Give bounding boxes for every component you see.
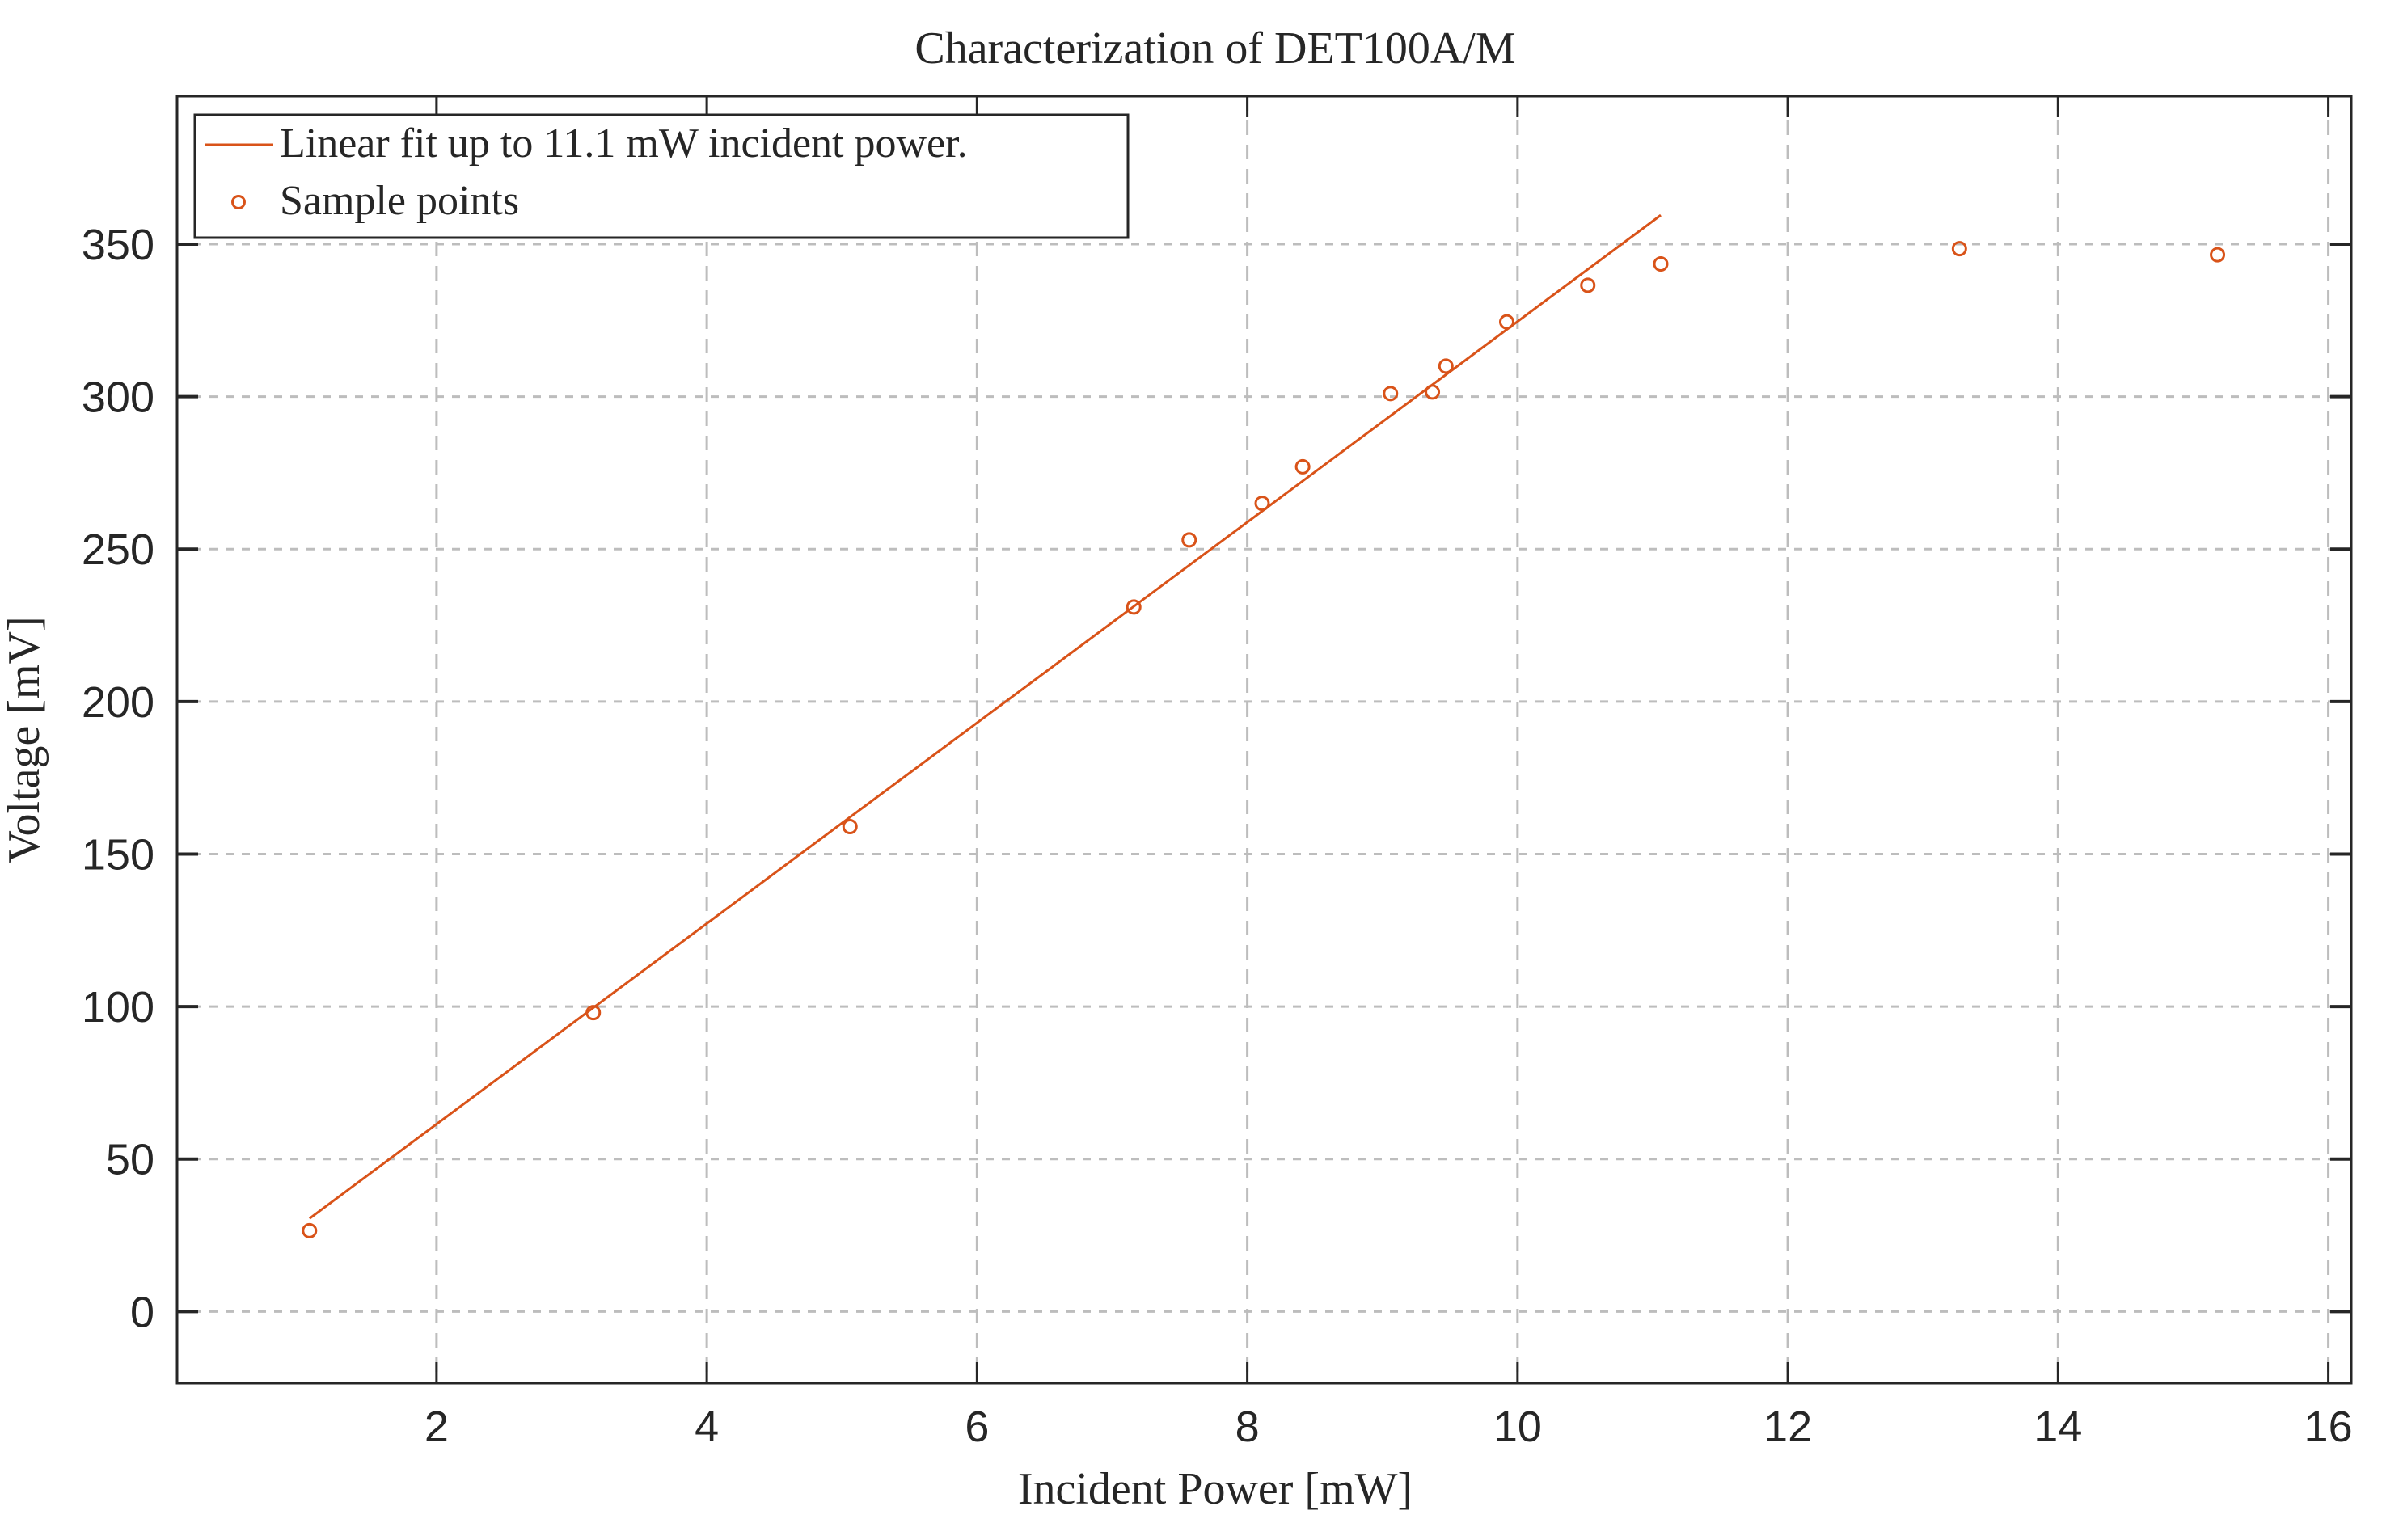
y-tick-label: 100 xyxy=(82,983,154,1032)
sample-point xyxy=(1181,532,1197,548)
x-tick-label: 6 xyxy=(965,1403,989,1451)
x-tick-label: 10 xyxy=(1493,1403,1542,1451)
y-tick-label: 300 xyxy=(82,373,154,422)
x-tick-label: 8 xyxy=(1235,1403,1260,1451)
sample-point xyxy=(1254,496,1270,512)
y-tick-label: 200 xyxy=(82,678,154,727)
legend-label-samples: Sample points xyxy=(280,178,519,224)
y-axis-label: Voltage [mV] xyxy=(0,616,49,863)
sample-point xyxy=(1580,277,1596,293)
y-tick-label: 350 xyxy=(82,221,154,269)
legend: Linear fit up to 11.1 mW incident power.… xyxy=(193,113,1130,239)
y-tick-label: 150 xyxy=(82,830,154,879)
sample-point xyxy=(1383,386,1399,402)
x-tick-label: 4 xyxy=(695,1403,719,1451)
x-tick-label: 16 xyxy=(2304,1403,2353,1451)
x-tick-label: 12 xyxy=(1763,1403,1812,1451)
marks xyxy=(302,213,2226,1238)
sample-point xyxy=(1951,241,1967,257)
y-tick-label: 250 xyxy=(82,525,154,574)
sample-point xyxy=(1653,255,1669,272)
x-tick-label: 2 xyxy=(424,1403,449,1451)
y-tick-label: 0 xyxy=(130,1288,154,1336)
plot-frame xyxy=(175,95,2353,1385)
x-axis-label: Incident Power [mW] xyxy=(1018,1464,1413,1514)
ticks: 2 4 6 8 10 12 14 16 0 50 100 150 200 250 300 350 xyxy=(82,96,2353,1451)
fit-line xyxy=(308,213,1662,1220)
chart-title: Characterization of DET100A/M xyxy=(914,23,1515,74)
x-tick-label: 14 xyxy=(2034,1403,2082,1451)
legend-box xyxy=(193,113,1130,239)
sample-point xyxy=(1294,458,1311,475)
sample-point xyxy=(302,1222,318,1238)
sample-point xyxy=(1498,314,1514,330)
legend-label-fit: Linear fit up to 11.1 mW incident power. xyxy=(280,120,968,167)
sample-point xyxy=(585,1005,602,1021)
legend-marker-swatch xyxy=(231,195,246,209)
sample-point xyxy=(842,819,858,835)
sample-point xyxy=(1126,599,1142,615)
sample-point xyxy=(1425,384,1441,400)
sample-point xyxy=(2210,247,2226,263)
y-tick-label: 50 xyxy=(106,1136,154,1184)
sample-point xyxy=(1438,358,1454,374)
grid xyxy=(177,96,2351,1383)
